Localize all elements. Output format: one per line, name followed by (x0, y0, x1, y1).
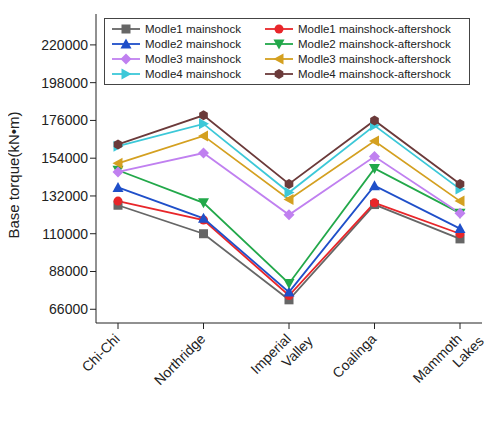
html-text:Modle3 mainshock: Modle3 mainshock (145, 53, 241, 65)
svg-text:220000: 220000 (41, 37, 88, 53)
html-text:Modle4 mainshock: Modle4 mainshock (145, 68, 241, 80)
svg-text:Lakes: Lakes (449, 333, 487, 371)
svg-text:Valley: Valley (278, 333, 316, 371)
html-text:Modle2 mainshock-aftershock: Modle2 mainshock-aftershock (298, 38, 451, 50)
svg-text:66000: 66000 (49, 301, 88, 317)
svg-text:176000: 176000 (41, 112, 88, 128)
svg-text:88000: 88000 (49, 263, 88, 279)
svg-text:132000: 132000 (41, 188, 88, 204)
svg-text:154000: 154000 (41, 150, 88, 166)
html-text:Modle4 mainshock-aftershock: Modle4 mainshock-aftershock (298, 68, 451, 80)
svg-text:198000: 198000 (41, 75, 88, 91)
svg-text:Mammoth: Mammoth (409, 330, 465, 386)
svg-text:Imperial: Imperial (247, 330, 294, 378)
svg-text:Base torque(kN•m): Base torque(kN•m) (8, 112, 22, 239)
html-text:Modle2 mainshock: Modle2 mainshock (145, 38, 241, 50)
html-text:Modle3 mainshock-aftershock: Modle3 mainshock-aftershock (298, 53, 451, 65)
html-text:Modle1 mainshock: Modle1 mainshock (145, 23, 241, 35)
svg-text:Northridge: Northridge (151, 330, 209, 388)
svg-text:Chi-Chi: Chi-Chi (79, 331, 123, 375)
html-text:Modle1 mainshock-aftershock: Modle1 mainshock-aftershock (298, 23, 451, 35)
svg-text:Coalinga: Coalinga (329, 330, 380, 381)
svg-text:110000: 110000 (42, 226, 88, 242)
